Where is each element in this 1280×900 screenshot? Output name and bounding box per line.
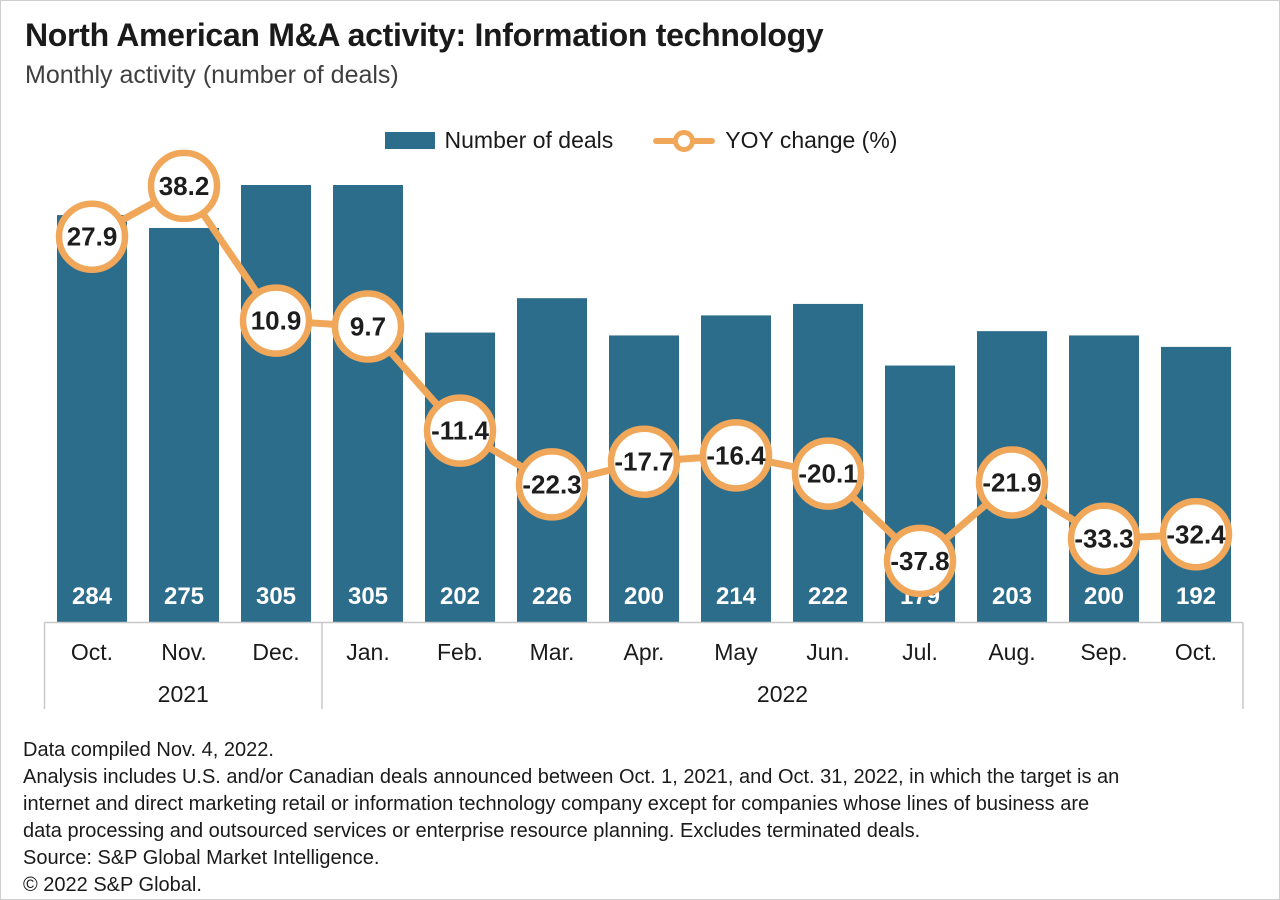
- bar-value-label: 226: [532, 583, 572, 610]
- bar-value-label: 214: [716, 583, 757, 610]
- yoy-marker: [607, 425, 681, 498]
- yoy-marker: [55, 200, 129, 273]
- footnote-line: data processing and outsourced services …: [23, 820, 921, 842]
- yoy-marker: [423, 394, 497, 467]
- yoy-value-label: -32.4: [1166, 519, 1226, 549]
- yoy-value-label: 27.9: [67, 222, 118, 252]
- bar-swatch-icon: [384, 132, 435, 149]
- bar: [149, 227, 219, 622]
- month-label: Jun.: [806, 639, 849, 665]
- yoy-value-label: -21.9: [982, 467, 1041, 497]
- month-label: May: [714, 639, 758, 665]
- yoy-marker: [1159, 498, 1233, 571]
- chart-canvas: 284275305305202226200214222179203200192O…: [43, 149, 1244, 709]
- yoy-value-label: 38.2: [159, 171, 210, 201]
- footnotes: Data compiled Nov. 4, 2022. Analysis inc…: [23, 737, 1268, 899]
- yoy-marker: [975, 446, 1049, 519]
- yoy-marker: [515, 448, 589, 521]
- yoy-value-label: -11.4: [431, 416, 489, 446]
- yoy-marker: [699, 419, 773, 492]
- legend: Number of deals YOY change (%): [1, 127, 1279, 154]
- month-label: Oct.: [1175, 639, 1217, 665]
- yoy-value-label: -20.1: [798, 459, 857, 489]
- year-label: 2021: [158, 681, 209, 707]
- yoy-value-label: -37.8: [890, 546, 949, 576]
- yoy-line-marker-icon: [653, 129, 716, 152]
- bar: [57, 215, 127, 622]
- yoy-value-label: 9.7: [350, 312, 386, 342]
- footnote-line: © 2022 S&P Global.: [23, 874, 202, 896]
- footnote-line: Analysis includes U.S. and/or Canadian d…: [23, 766, 1120, 788]
- yoy-marker: [883, 524, 957, 598]
- legend-label-number-of-deals: Number of deals: [444, 127, 614, 153]
- month-label: Feb.: [437, 639, 483, 665]
- bar-value-label: 275: [164, 583, 204, 610]
- yoy-value-label: -22.3: [522, 469, 581, 499]
- footnote-line: Source: S&P Global Market Intelligence.: [23, 847, 380, 869]
- legend-item-yoy-change: YOY change (%): [653, 127, 897, 154]
- year-label: 2022: [757, 681, 808, 707]
- chart-title: North American M&A activity: Information…: [25, 17, 824, 53]
- bar: [1161, 346, 1231, 622]
- bar: [425, 332, 495, 622]
- bar: [1069, 335, 1139, 622]
- bar-value-label: 202: [440, 583, 480, 610]
- bar-value-label: 200: [1084, 583, 1124, 610]
- month-label: Aug.: [988, 639, 1035, 665]
- legend-item-number-of-deals: Number of deals: [384, 127, 614, 154]
- month-label: Apr.: [624, 639, 665, 665]
- chart-subtitle: Monthly activity (number of deals): [25, 61, 399, 89]
- bar: [333, 185, 403, 622]
- month-label: Dec.: [252, 639, 299, 665]
- bar-value-label: 284: [72, 583, 113, 610]
- month-label: Nov.: [161, 639, 207, 665]
- yoy-value-label: -33.3: [1074, 524, 1133, 554]
- yoy-marker: [1067, 502, 1141, 575]
- month-label: Jul.: [902, 639, 938, 665]
- month-label: Mar.: [530, 639, 575, 665]
- bar-value-label: 192: [1176, 583, 1216, 610]
- bar-value-label: 203: [992, 583, 1032, 610]
- footnote-line: internet and direct marketing retail or …: [23, 793, 1090, 815]
- yoy-marker: [239, 284, 313, 357]
- yoy-value-label: -16.4: [706, 440, 766, 470]
- month-label: Sep.: [1080, 639, 1127, 665]
- footnote-line: Data compiled Nov. 4, 2022.: [23, 739, 274, 761]
- bar-value-label: 305: [256, 583, 296, 610]
- bar-value-label: 305: [348, 583, 388, 610]
- month-label: Oct.: [71, 639, 113, 665]
- bar-value-label: 222: [808, 583, 848, 610]
- yoy-marker: [147, 149, 221, 223]
- month-label: Jan.: [346, 639, 389, 665]
- bar: [241, 185, 311, 622]
- yoy-value-label: -17.7: [614, 447, 673, 477]
- yoy-marker: [791, 437, 865, 510]
- yoy-value-label: 10.9: [251, 306, 302, 336]
- yoy-marker: [331, 290, 405, 363]
- legend-label-yoy-change: YOY change (%): [725, 127, 898, 153]
- bar-value-label: 200: [624, 583, 664, 610]
